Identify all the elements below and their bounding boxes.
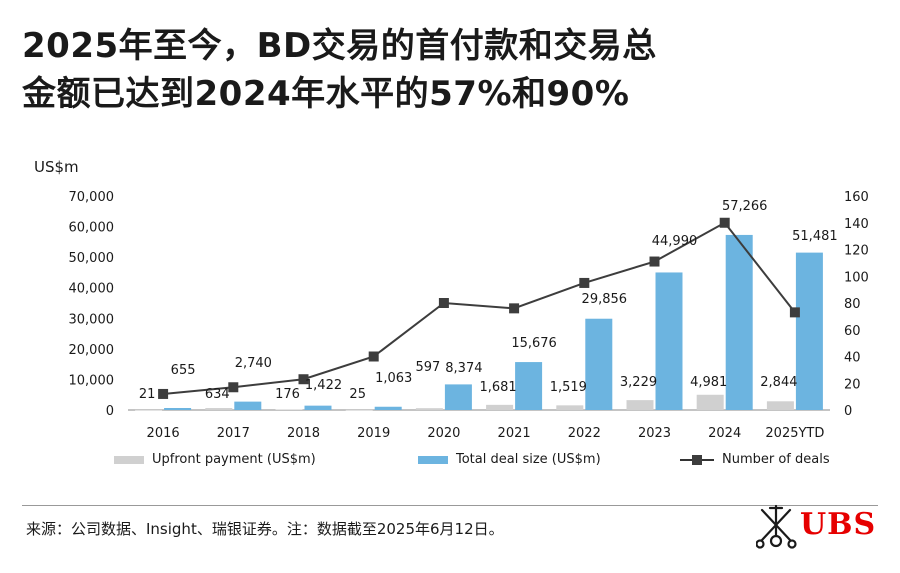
total-deal-data-label: 51,481 (792, 229, 838, 244)
x-axis-tick-label: 2018 (287, 426, 320, 441)
deals-point (719, 217, 730, 228)
left-axis-tick-label: 30,000 (69, 312, 115, 327)
left-axis-tick-label: 40,000 (69, 282, 115, 297)
total-deal-data-label: 1,063 (375, 371, 412, 386)
right-axis-tick-label: 20 (844, 377, 861, 392)
x-axis-tick-label: 2021 (498, 426, 531, 441)
deals-point (158, 388, 169, 399)
right-axis-tick-label: 120 (844, 244, 869, 259)
right-axis-tick-label: 140 (844, 217, 869, 232)
footer-divider (22, 505, 878, 506)
right-axis-tick-label: 40 (844, 351, 861, 366)
left-axis-tick-label: 60,000 (69, 221, 115, 236)
combo-chart: 0 10,000 20,000 30,000 40,000 50,000 60,000 70,… (69, 190, 869, 441)
total-deal-data-label: 15,676 (511, 336, 557, 351)
left-axis-tick-label: 0 (106, 404, 114, 419)
left-axis-unit-label: US$m (34, 158, 79, 176)
upfront-data-label: 176 (275, 387, 300, 402)
legend-upfront-label: Upfront payment (US$m) (152, 452, 316, 467)
right-axis-tick-label: 80 (844, 297, 861, 312)
total-deal-bar (304, 405, 332, 410)
total-deal-bar (164, 407, 192, 410)
x-axis-tick-label: 2017 (217, 426, 250, 441)
deals-line (163, 221, 796, 395)
total-deal-bar (374, 406, 402, 410)
x-axis-tick-label: 2023 (638, 426, 671, 441)
left-axis-tick-label: 20,000 (69, 343, 115, 358)
upfront-data-label: 21 (139, 387, 156, 402)
deals-point (228, 382, 239, 393)
ubs-logo-text: UBS (800, 507, 877, 542)
deals-point (298, 374, 309, 385)
left-axis-tick-label: 70,000 (69, 190, 115, 205)
upfront-data-label: 1,519 (550, 380, 587, 395)
upfront-bar (766, 401, 794, 410)
legend-deals-label: Number of deals (722, 452, 830, 467)
upfront-data-label: 25 (349, 387, 366, 402)
total-deal-data-label: 1,422 (305, 378, 342, 393)
x-axis-tick-label: 2020 (427, 426, 460, 441)
chart-title-line-1: 2025年至今，BD交易的首付款和交易总 (22, 26, 657, 66)
upfront-data-label: 1,681 (479, 380, 516, 395)
total-deal-data-label: 8,374 (445, 361, 482, 376)
upfront-bar (626, 400, 654, 410)
total-deal-bar (444, 384, 472, 410)
legend-deals: Number of deals (680, 452, 830, 467)
deals-point (509, 303, 520, 314)
deals-point (438, 298, 449, 308)
right-axis-tick-label: 60 (844, 324, 861, 339)
deals-point (649, 256, 660, 267)
upfront-bar (486, 404, 514, 410)
legend-upfront-swatch (114, 455, 144, 464)
left-axis-tick-label: 50,000 (69, 251, 115, 266)
legend-total-swatch (418, 455, 448, 464)
deals-point (579, 277, 590, 288)
x-axis-tick-label: 2025YTD (765, 426, 824, 441)
upfront-bar (275, 409, 303, 410)
total-deal-bar (725, 234, 753, 410)
upfront-data-label: 2,844 (760, 375, 797, 390)
legend-total: Total deal size (US$m) (418, 452, 601, 467)
chart-title-line-2: 金额已达到2024年水平的57%和90% (22, 74, 630, 114)
total-deal-bar (795, 252, 823, 410)
source-note: 来源：公司数据、Insight、瑞银证券。注：数据截至2025年6月12日。 (26, 520, 504, 538)
deals-point (368, 351, 379, 362)
x-axis-tick-label: 2016 (147, 426, 180, 441)
total-deal-data-label: 57,266 (722, 199, 768, 214)
left-axis-tick-label: 10,000 (69, 373, 115, 388)
total-deal-data-label: 655 (171, 363, 196, 378)
total-deal-bar (515, 362, 543, 410)
upfront-bar (205, 408, 233, 410)
legend-deals-swatch (680, 454, 714, 466)
deals-point (789, 307, 800, 318)
total-deal-data-label: 2,740 (235, 356, 272, 371)
upfront-data-label: 3,229 (620, 375, 657, 390)
total-deal-data-label: 29,856 (582, 292, 628, 307)
x-axis-tick-label: 2022 (568, 426, 601, 441)
total-deal-bar (655, 272, 683, 410)
right-axis-tick-label: 100 (844, 270, 869, 285)
upfront-data-label: 597 (415, 360, 440, 375)
upfront-bar (345, 409, 373, 411)
x-axis-tick-label: 2019 (357, 426, 390, 441)
total-deal-bar (234, 401, 262, 410)
ubs-keys-icon (756, 504, 797, 549)
x-axis-tick-label: 2024 (708, 426, 741, 441)
legend-total-label: Total deal size (US$m) (456, 452, 601, 467)
chart-title: 2025年至今，BD交易的首付款和交易总 金额已达到2024年水平的57%和90… (22, 22, 882, 118)
right-axis-tick-label: 0 (844, 404, 852, 419)
total-deal-data-label: 44,990 (652, 234, 698, 249)
upfront-bar (556, 405, 584, 410)
total-deal-bar (585, 318, 613, 410)
upfront-data-label: 634 (205, 387, 230, 402)
upfront-bar (415, 408, 443, 410)
upfront-data-label: 4,981 (690, 375, 727, 390)
upfront-bar (135, 409, 163, 411)
right-axis-tick-label: 160 (844, 190, 869, 205)
legend-upfront: Upfront payment (US$m) (114, 452, 316, 467)
upfront-bar (696, 394, 724, 410)
